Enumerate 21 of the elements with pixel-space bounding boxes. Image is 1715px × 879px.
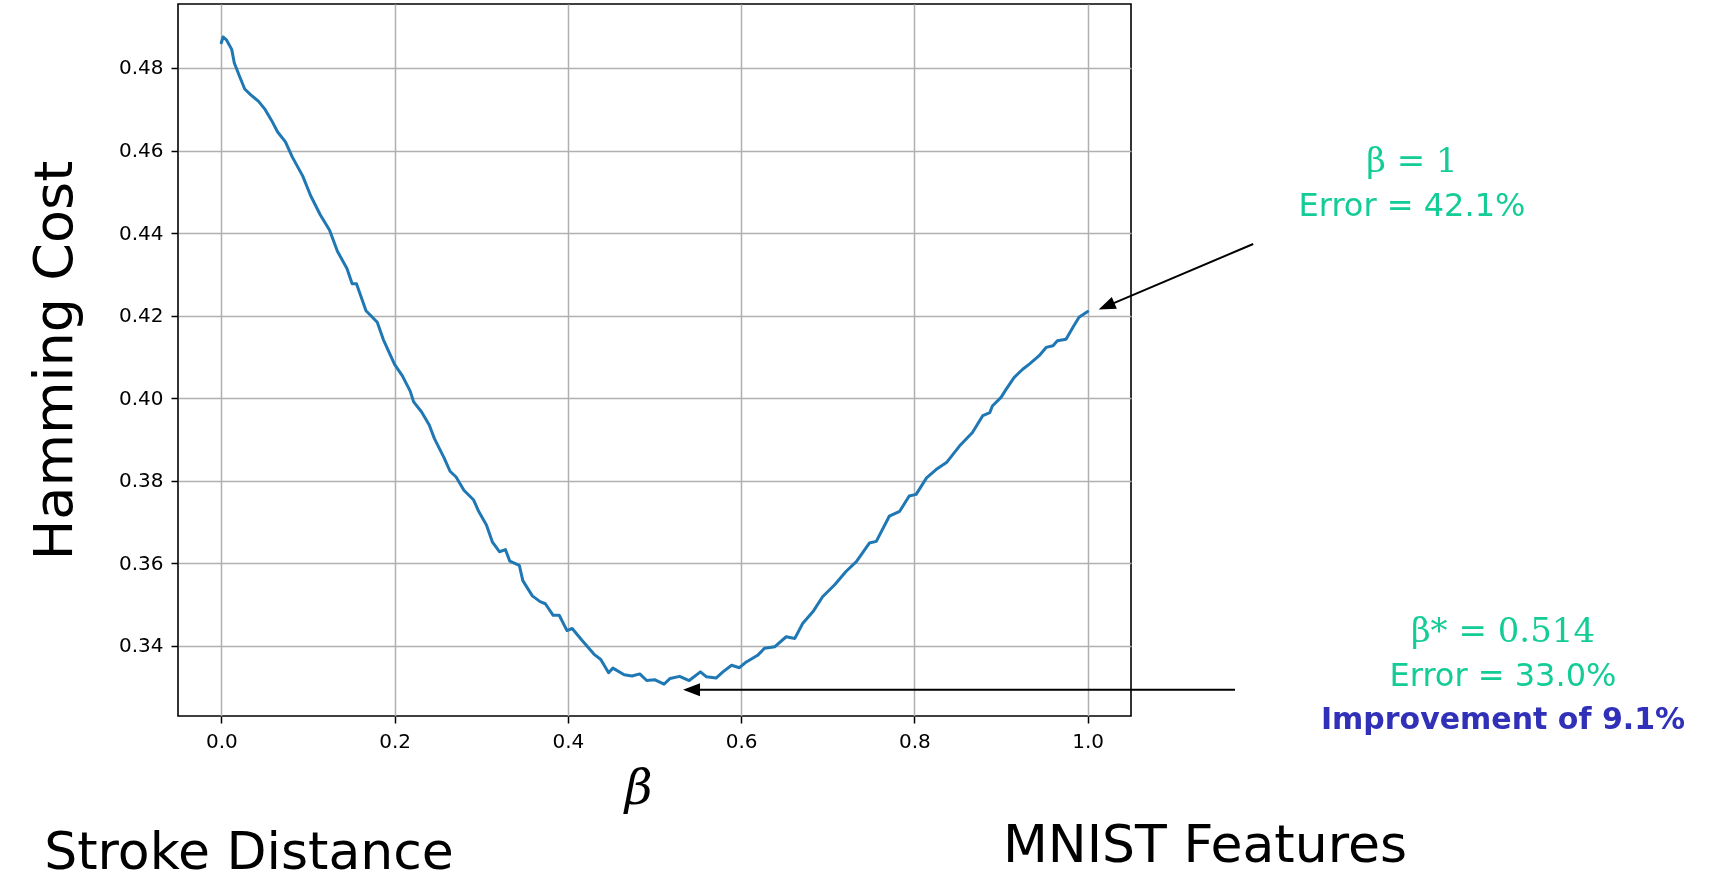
y-tick-label: 0.48 bbox=[118, 55, 164, 80]
x-tick-label: 0.4 bbox=[552, 728, 585, 753]
x-tick-label: 0.8 bbox=[899, 728, 931, 753]
line-series bbox=[219, 35, 1090, 686]
y-tick-label: 0.36 bbox=[118, 550, 164, 575]
y-tick-label: 0.38 bbox=[118, 468, 164, 493]
y-tick-label: 0.40 bbox=[118, 385, 164, 410]
y-axis-title: Hamming Cost bbox=[21, 160, 85, 561]
x-tick-label: 0.6 bbox=[725, 728, 758, 753]
x-axis-title: β bbox=[622, 758, 653, 815]
y-tick-label: 0.34 bbox=[118, 633, 164, 658]
y-tick-label: 0.44 bbox=[118, 220, 164, 245]
text: MNIST Features bbox=[1003, 814, 1407, 874]
text: Stroke Distance bbox=[44, 821, 454, 879]
x-tick-label: 0.2 bbox=[379, 728, 411, 753]
x-tick-label: 1.0 bbox=[1072, 728, 1105, 753]
text: β = 1 Error = 42.1% bbox=[1298, 140, 1526, 224]
x-tick-label: 0.0 bbox=[205, 728, 238, 753]
y-tick-label: 0.42 bbox=[118, 303, 164, 328]
y-tick-label: 0.46 bbox=[118, 138, 164, 163]
text: β* = 0.514 Error = 33.0% Improvement of 9.1% bbox=[1320, 610, 1686, 736]
